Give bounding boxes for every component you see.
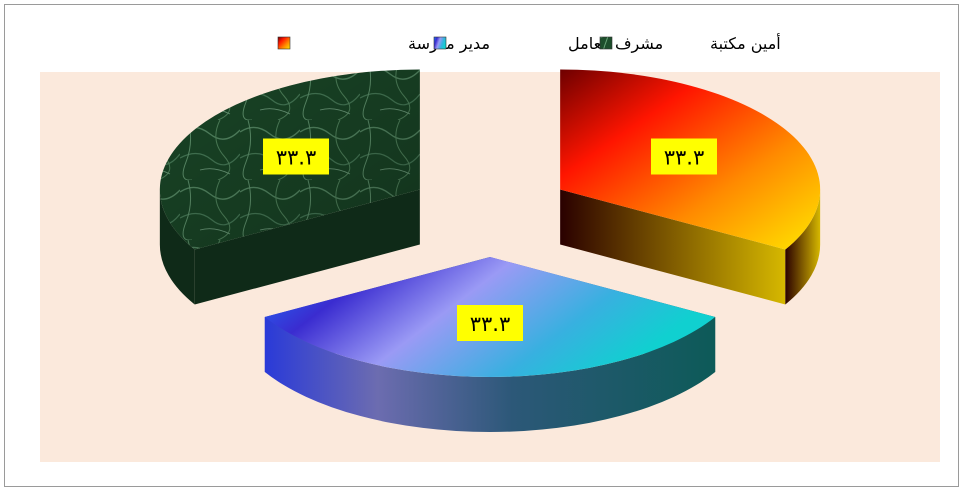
slice-side xyxy=(264,317,716,432)
data-label-text: ٣٣.٣ xyxy=(276,146,317,170)
data-label-box xyxy=(650,138,717,175)
legend-item: مشرف معامل xyxy=(433,34,663,54)
legend: مدير مدرسة مشرف معامل أمين مكتبة xyxy=(277,33,781,54)
data-label-box xyxy=(457,305,523,341)
data-label: ٣٣.٣ xyxy=(457,305,523,341)
legend-label: أمين مكتبة xyxy=(710,33,781,54)
legend-item: مدير مدرسة xyxy=(277,34,490,54)
slice-lab-supervisor xyxy=(264,257,716,432)
legend-label: مدير مدرسة xyxy=(408,34,490,54)
legend-item: أمين مكتبة xyxy=(599,33,781,54)
slice-cut-face xyxy=(560,189,786,305)
data-label-text: ٣٣.٣ xyxy=(470,312,511,336)
data-label-text: ٣٣.٣ xyxy=(664,146,705,170)
slice-cut-face xyxy=(194,189,420,305)
legend-swatch xyxy=(277,36,291,50)
legend-swatch xyxy=(599,36,613,50)
legend-swatch xyxy=(433,36,447,50)
data-label: ٣٣.٣ xyxy=(263,138,330,175)
slice-side xyxy=(785,189,821,305)
slice-side xyxy=(159,189,195,305)
data-label: ٣٣.٣ xyxy=(650,138,717,175)
legend-label: مشرف معامل xyxy=(568,34,663,54)
data-label-box xyxy=(263,138,330,175)
data-labels: ٣٣.٣ ٣٣.٣ ٣٣.٣ xyxy=(263,138,717,341)
